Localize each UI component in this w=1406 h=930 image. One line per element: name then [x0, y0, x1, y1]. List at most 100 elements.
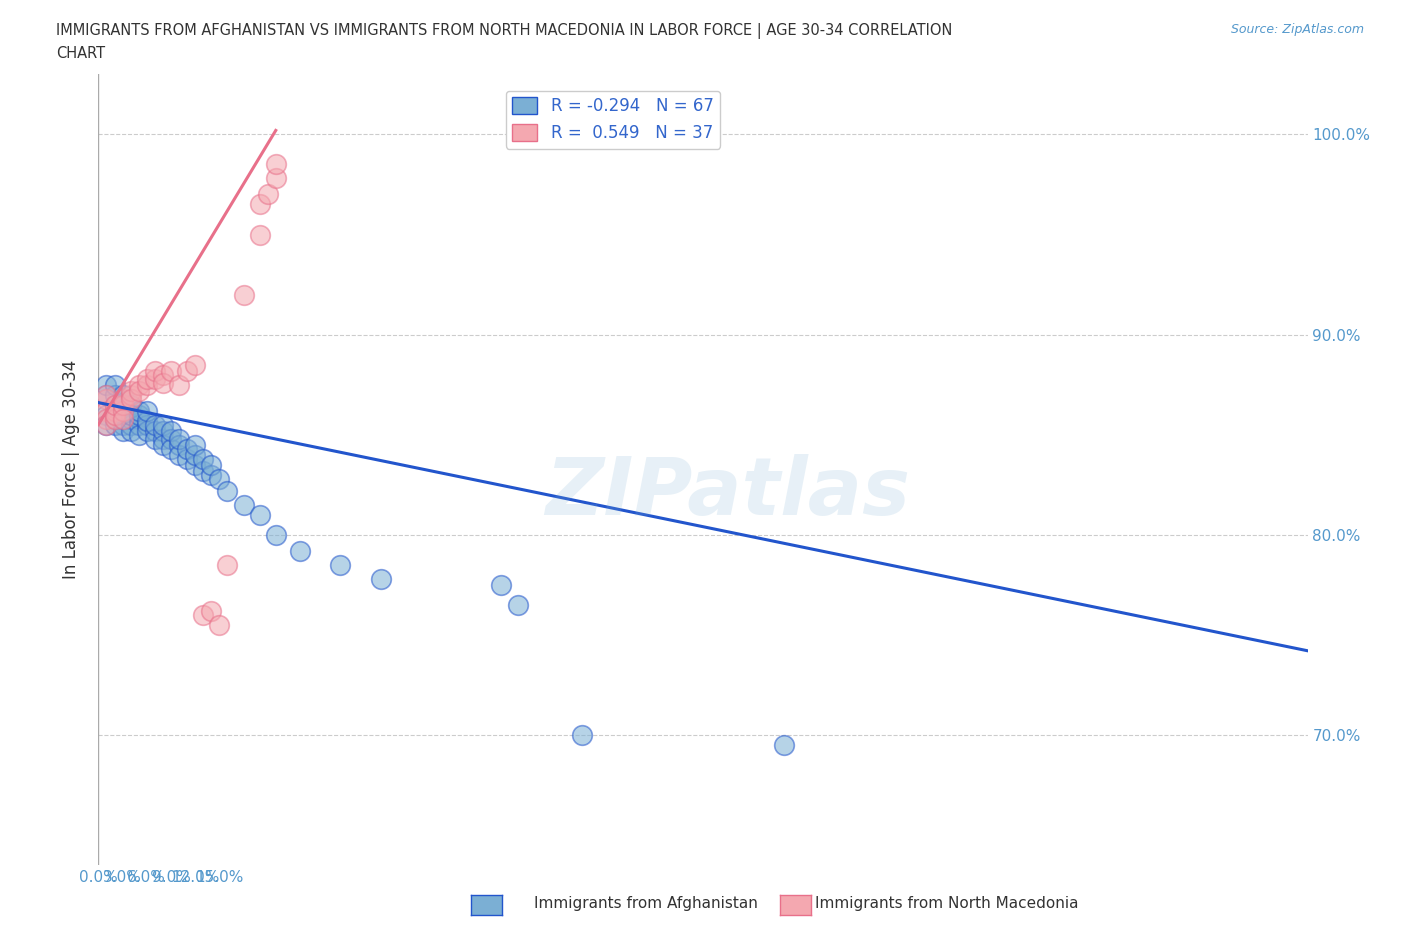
Point — [193, 463, 215, 478]
Point — [200, 604, 222, 618]
Point — [249, 197, 271, 212]
Point — [96, 404, 118, 418]
Point — [193, 451, 215, 466]
Point — [120, 387, 142, 402]
Point — [167, 447, 190, 462]
Point — [128, 407, 150, 422]
Point — [217, 557, 239, 572]
Point — [232, 498, 254, 512]
Point — [288, 543, 311, 558]
Point — [111, 418, 134, 432]
Point — [152, 367, 174, 382]
Point — [160, 423, 183, 438]
Legend: R = -0.294   N = 67, R =  0.549   N = 37: R = -0.294 N = 67, R = 0.549 N = 37 — [506, 90, 720, 149]
Point — [103, 407, 125, 422]
Point — [128, 411, 150, 426]
Point — [208, 618, 231, 632]
Point — [120, 407, 142, 422]
Point — [103, 411, 125, 426]
Point — [249, 227, 271, 242]
Point — [120, 411, 142, 426]
Point — [184, 437, 207, 452]
Point — [96, 411, 118, 426]
Point — [120, 383, 142, 398]
Point — [128, 418, 150, 432]
Point — [152, 432, 174, 446]
Point — [111, 397, 134, 412]
Point — [217, 484, 239, 498]
Point — [96, 407, 118, 422]
Point — [111, 397, 134, 412]
Point — [103, 378, 125, 392]
Text: Source: ZipAtlas.com: Source: ZipAtlas.com — [1230, 23, 1364, 36]
Point — [111, 411, 134, 426]
Point — [96, 418, 118, 432]
Point — [120, 407, 142, 422]
Point — [160, 432, 183, 446]
Point — [160, 363, 183, 378]
Point — [167, 432, 190, 446]
Point — [193, 607, 215, 622]
Y-axis label: In Labor Force | Age 30-34: In Labor Force | Age 30-34 — [62, 360, 80, 579]
Point — [370, 571, 392, 586]
Point — [103, 407, 125, 422]
Point — [329, 557, 352, 572]
Point — [128, 378, 150, 392]
Point — [232, 287, 254, 302]
Point — [103, 404, 125, 418]
Point — [128, 383, 150, 398]
Point — [176, 441, 198, 456]
Point — [184, 458, 207, 472]
Point — [264, 157, 287, 172]
Point — [167, 378, 190, 392]
Point — [111, 387, 134, 402]
Point — [491, 578, 513, 592]
Point — [128, 404, 150, 418]
Point — [264, 171, 287, 186]
Point — [103, 397, 125, 412]
Point — [152, 423, 174, 438]
Point — [571, 727, 593, 742]
Point — [143, 423, 166, 438]
Point — [176, 363, 198, 378]
Point — [135, 371, 157, 386]
Text: IMMIGRANTS FROM AFGHANISTAN VS IMMIGRANTS FROM NORTH MACEDONIA IN LABOR FORCE | : IMMIGRANTS FROM AFGHANISTAN VS IMMIGRANT… — [56, 23, 953, 39]
Point — [143, 371, 166, 386]
Point — [200, 467, 222, 482]
Point — [103, 397, 125, 412]
Point — [96, 418, 118, 432]
Point — [120, 392, 142, 406]
Point — [143, 363, 166, 378]
Point — [152, 375, 174, 390]
Point — [208, 472, 231, 486]
Point — [120, 418, 142, 432]
Point — [96, 392, 118, 406]
Point — [120, 423, 142, 438]
Point — [506, 597, 529, 612]
Point — [256, 187, 278, 202]
Point — [111, 423, 134, 438]
Point — [135, 413, 157, 428]
Point — [135, 418, 157, 432]
Point — [249, 507, 271, 522]
Point — [96, 378, 118, 392]
Point — [176, 451, 198, 466]
Point — [152, 437, 174, 452]
Point — [200, 458, 222, 472]
Point — [135, 404, 157, 418]
Point — [96, 387, 118, 402]
Point — [120, 397, 142, 412]
Point — [103, 418, 125, 432]
Text: CHART: CHART — [56, 46, 105, 61]
Text: Immigrants from Afghanistan: Immigrants from Afghanistan — [534, 897, 758, 911]
Point — [111, 411, 134, 426]
Point — [111, 392, 134, 406]
Point — [111, 411, 134, 426]
Point — [111, 407, 134, 422]
Point — [103, 387, 125, 402]
Point — [128, 427, 150, 442]
Point — [111, 404, 134, 418]
Point — [167, 437, 190, 452]
Point — [152, 418, 174, 432]
Point — [103, 411, 125, 426]
